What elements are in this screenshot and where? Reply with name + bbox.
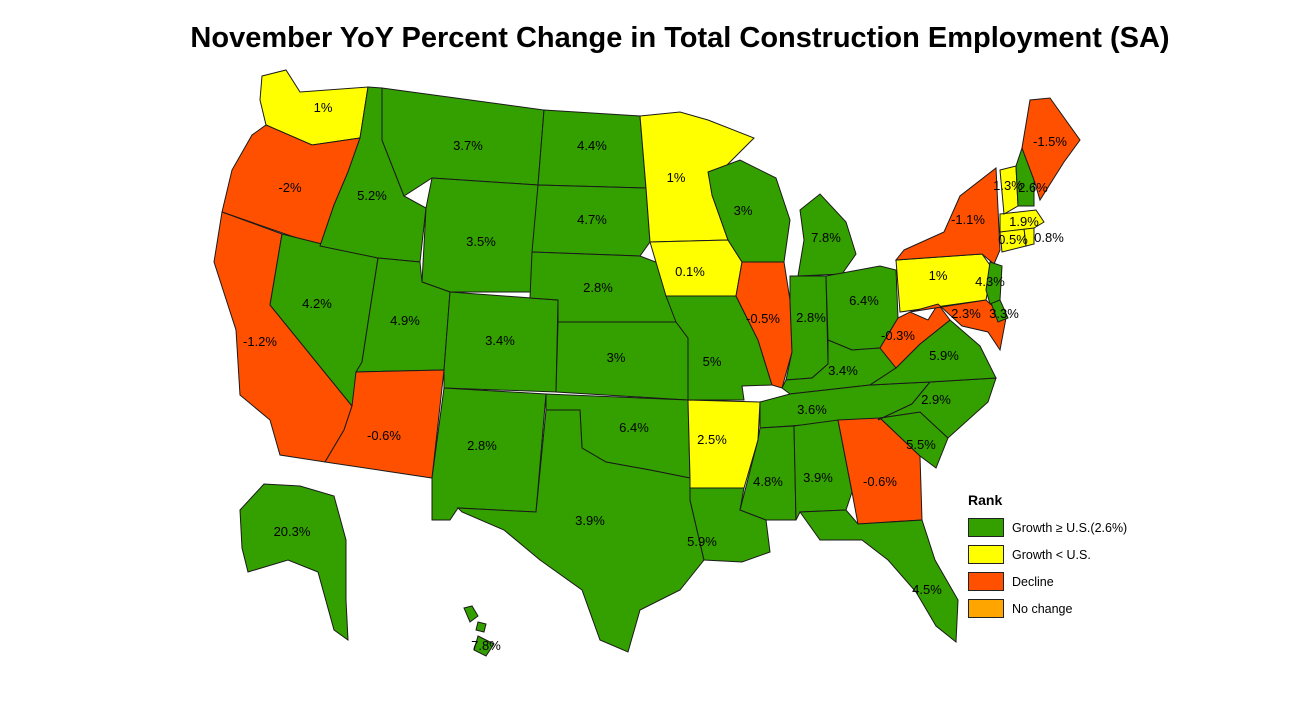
state-hi [463, 605, 495, 657]
state-label-ga: -0.6% [863, 474, 897, 489]
state-label-wy: 3.5% [466, 234, 496, 249]
state-nh [1015, 146, 1035, 207]
state-tx [456, 409, 705, 653]
map-title: November YoY Percent Change in Total Con… [190, 22, 1170, 54]
state-label-sd: 4.7% [577, 212, 607, 227]
state-label-tn: 3.6% [797, 402, 827, 417]
state-label-nv: 4.2% [302, 296, 332, 311]
state-la [689, 487, 771, 563]
legend-item: Growth ≥ U.S.(2.6%) [968, 514, 1127, 541]
state-ma [999, 209, 1045, 233]
state-label-ne: 2.8% [583, 280, 613, 295]
state-label-ms: 4.8% [753, 474, 783, 489]
state-label-la: 5.9% [687, 534, 717, 549]
state-fl [799, 509, 959, 644]
legend-swatch [968, 572, 1004, 591]
state-nj [985, 261, 1003, 305]
state-label-nm: 2.8% [467, 438, 497, 453]
state-label-ca: -1.2% [243, 334, 277, 349]
state-label-ia: 0.1% [675, 264, 705, 279]
state-label-id: 5.2% [357, 188, 387, 203]
state-label-me: -1.5% [1033, 134, 1067, 149]
state-label-ma: 1.9% [1009, 214, 1039, 229]
state-label-ks: 3% [607, 350, 626, 365]
state-label-ct: 0.5% [998, 232, 1028, 247]
legend-swatch [968, 518, 1004, 537]
state-nm [431, 387, 547, 521]
state-nc [877, 377, 997, 439]
legend-title: Rank [968, 492, 1003, 508]
state-label-ak: 20.3% [274, 524, 311, 539]
state-label-in: 2.8% [796, 310, 826, 325]
state-ny [894, 167, 1001, 265]
state-label-nh: 2.6% [1018, 180, 1048, 195]
legend: Rank Growth ≥ U.S.(2.6%) Growth < U.S. Dec… [968, 492, 1127, 622]
state-label-oh: 6.4% [849, 293, 879, 308]
state-label-de: 3.3% [989, 306, 1019, 321]
state-label-pa: 1% [929, 268, 948, 283]
state-label-mo: 5% [703, 354, 722, 369]
state-label-wv: -0.3% [881, 328, 915, 343]
state-label-co: 3.4% [485, 333, 515, 348]
state-label-wa: 1% [314, 100, 333, 115]
state-label-mi: 7.8% [811, 230, 841, 245]
state-label-mn: 1% [667, 170, 686, 185]
state-label-sc: 5.5% [906, 437, 936, 452]
state-label-wi: 3% [734, 203, 753, 218]
state-label-ut: 4.9% [390, 313, 420, 328]
state-label-ok: 6.4% [619, 420, 649, 435]
state-label-nj: 4.3% [975, 274, 1005, 289]
legend-label: No change [1012, 601, 1073, 616]
state-label-nd: 4.4% [577, 138, 607, 153]
state-label-hi: 7.8% [471, 638, 501, 653]
state-label-az: -0.6% [367, 428, 401, 443]
state-label-ny: -1.1% [951, 212, 985, 227]
legend-item: Decline [968, 568, 1127, 595]
state-label-ky: 3.4% [828, 363, 858, 378]
state-label-al: 3.9% [803, 470, 833, 485]
state-label-nc: 2.9% [921, 392, 951, 407]
state-label-tx: 3.9% [575, 513, 605, 528]
state-label-mt: 3.7% [453, 138, 483, 153]
state-label-il: -0.5% [746, 311, 780, 326]
legend-label: Growth < U.S. [1012, 547, 1091, 562]
legend-item: Growth < U.S. [968, 541, 1127, 568]
state-in [785, 275, 829, 381]
state-me [1021, 97, 1081, 202]
state-label-va: 5.9% [929, 348, 959, 363]
state-label-ri: 0.8% [1034, 230, 1064, 245]
state-mi [797, 193, 857, 277]
state-sd [531, 184, 651, 257]
state-label-vt: 1.3% [993, 178, 1023, 193]
legend-swatch [968, 599, 1004, 618]
legend-item: No change [968, 595, 1127, 622]
state-ak [239, 483, 349, 642]
state-label-md: 2.3% [951, 306, 981, 321]
legend-label: Decline [1012, 574, 1054, 589]
state-label-or: -2% [278, 180, 302, 195]
state-label-fl: 4.5% [912, 582, 942, 597]
legend-swatch [968, 545, 1004, 564]
state-label-ar: 2.5% [697, 432, 727, 447]
legend-label: Growth ≥ U.S.(2.6%) [1012, 520, 1128, 535]
